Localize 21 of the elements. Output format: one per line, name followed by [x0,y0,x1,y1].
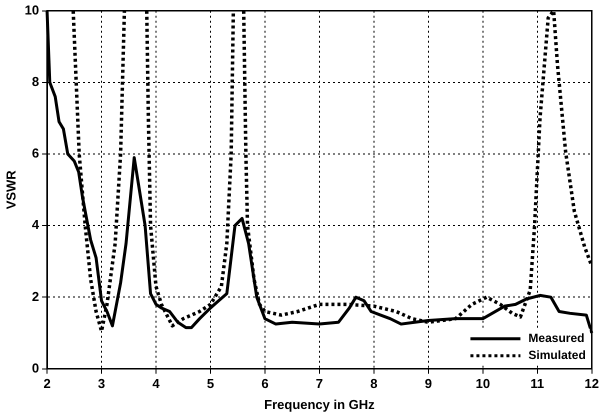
y-tick-label: 10 [24,2,40,18]
legend-label: Measured [528,331,584,346]
y-axis-title: VSWR [3,170,18,210]
y-tick-label: 4 [32,217,40,232]
x-tick-label: 3 [98,376,106,392]
x-tick-label: 9 [424,376,432,392]
y-tick-label: 0 [32,360,40,376]
x-axis-title: Frequency in GHz [264,396,376,412]
y-tick-label: 8 [32,74,40,89]
y-tick-label: 6 [32,146,40,161]
x-tick-label: 12 [584,376,600,392]
x-tick-label: 11 [530,376,544,392]
legend-label: Simulated [528,348,586,362]
x-tick-label: 2 [43,376,51,392]
x-tick-label: 5 [206,376,214,392]
x-tick-label: 6 [261,376,269,392]
x-tick-label: 4 [152,376,160,392]
y-tick-label: 2 [32,288,40,304]
x-tick-label: 7 [316,376,324,392]
x-tick-label: 10 [476,376,490,392]
x-tick-label: 8 [370,376,378,392]
